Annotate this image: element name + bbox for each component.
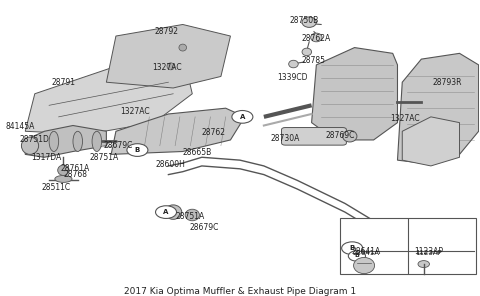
- Text: 1327AC: 1327AC: [390, 114, 420, 123]
- FancyBboxPatch shape: [340, 218, 476, 274]
- Text: 2017 Kia Optima Muffler & Exhaust Pipe Diagram 1: 2017 Kia Optima Muffler & Exhaust Pipe D…: [124, 287, 356, 296]
- Text: 28679C: 28679C: [190, 223, 219, 232]
- Text: 28511C: 28511C: [42, 183, 71, 192]
- Polygon shape: [25, 126, 107, 157]
- Text: 28751A: 28751A: [89, 153, 119, 162]
- Ellipse shape: [354, 258, 374, 274]
- Ellipse shape: [427, 224, 435, 238]
- Text: A: A: [163, 209, 168, 215]
- Ellipse shape: [165, 205, 182, 219]
- Ellipse shape: [92, 131, 102, 152]
- Text: 28750B: 28750B: [290, 16, 319, 25]
- Ellipse shape: [302, 17, 316, 27]
- Text: 1339CD: 1339CD: [277, 73, 308, 82]
- Ellipse shape: [179, 44, 187, 51]
- Polygon shape: [107, 25, 230, 88]
- Circle shape: [342, 242, 363, 255]
- Text: 28762: 28762: [202, 128, 226, 137]
- Ellipse shape: [58, 165, 69, 176]
- Circle shape: [232, 110, 253, 123]
- Text: 28751D: 28751D: [20, 136, 50, 144]
- Polygon shape: [402, 117, 459, 166]
- Text: 1317DA: 1317DA: [32, 153, 62, 162]
- Text: 28641A: 28641A: [353, 250, 380, 256]
- Text: 28665B: 28665B: [182, 148, 212, 157]
- Circle shape: [348, 251, 365, 261]
- Circle shape: [156, 206, 177, 218]
- Text: 28751A: 28751A: [175, 212, 204, 221]
- Circle shape: [127, 144, 148, 156]
- Ellipse shape: [288, 60, 298, 68]
- Text: 28730A: 28730A: [271, 134, 300, 143]
- Ellipse shape: [49, 131, 59, 152]
- Text: B: B: [349, 245, 355, 251]
- FancyBboxPatch shape: [281, 128, 347, 145]
- Polygon shape: [111, 108, 245, 155]
- Ellipse shape: [167, 63, 175, 70]
- Text: 28768: 28768: [63, 170, 87, 179]
- Text: 28785: 28785: [302, 56, 326, 65]
- Ellipse shape: [343, 131, 357, 142]
- Ellipse shape: [311, 33, 322, 42]
- Polygon shape: [25, 53, 192, 134]
- Text: 28762A: 28762A: [302, 34, 331, 44]
- Text: 1123AP: 1123AP: [415, 250, 442, 256]
- Ellipse shape: [302, 48, 312, 56]
- Ellipse shape: [73, 131, 83, 152]
- Text: 28641A: 28641A: [352, 247, 381, 255]
- Text: 28761A: 28761A: [61, 164, 90, 173]
- Text: 84145A: 84145A: [6, 123, 35, 131]
- Text: 1327AC: 1327AC: [120, 107, 150, 115]
- Text: B: B: [355, 253, 360, 258]
- Polygon shape: [397, 53, 479, 163]
- Ellipse shape: [22, 137, 38, 155]
- Text: 28791: 28791: [51, 78, 75, 87]
- Text: 28792: 28792: [154, 27, 178, 36]
- Text: 28769C: 28769C: [325, 131, 355, 140]
- Ellipse shape: [185, 209, 199, 221]
- Polygon shape: [312, 48, 397, 140]
- Text: 28793R: 28793R: [433, 78, 462, 87]
- Text: 1123AP: 1123AP: [414, 247, 443, 255]
- Text: 28600H: 28600H: [156, 160, 186, 169]
- Ellipse shape: [418, 260, 430, 268]
- Text: 28679C: 28679C: [104, 141, 133, 150]
- Text: A: A: [240, 114, 245, 120]
- Text: 1327AC: 1327AC: [152, 63, 181, 72]
- Text: B: B: [135, 147, 140, 153]
- Ellipse shape: [55, 176, 72, 182]
